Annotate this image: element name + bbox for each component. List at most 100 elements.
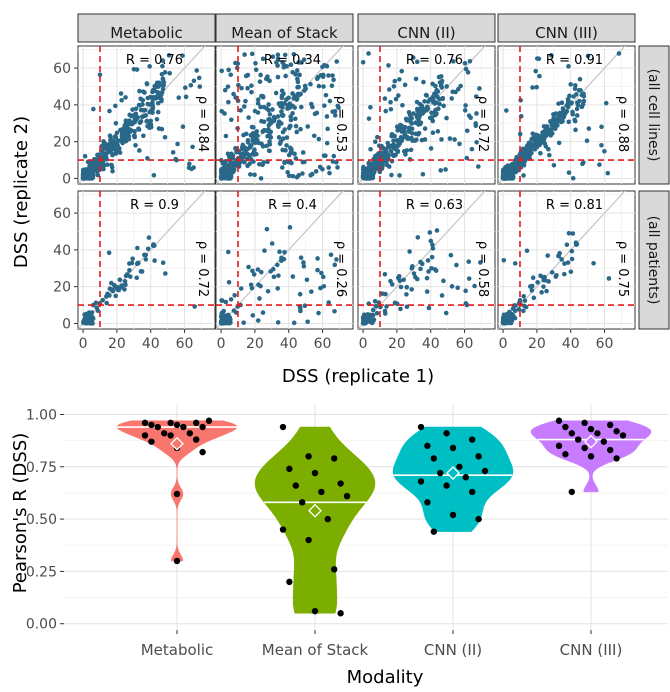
data-point bbox=[530, 85, 535, 90]
data-point bbox=[279, 423, 287, 431]
data-point bbox=[537, 73, 542, 79]
data-point bbox=[241, 150, 247, 156]
data-point bbox=[414, 137, 419, 142]
data-point bbox=[585, 53, 591, 59]
data-point bbox=[337, 480, 344, 487]
y-tick-label: 40 bbox=[53, 98, 71, 114]
data-point bbox=[414, 99, 420, 105]
data-point bbox=[605, 170, 611, 176]
facet-strip-label: Mean of Stack bbox=[231, 24, 338, 42]
data-point bbox=[551, 115, 557, 121]
data-point bbox=[466, 276, 472, 281]
data-point bbox=[84, 173, 90, 178]
data-point bbox=[607, 446, 614, 454]
data-point bbox=[302, 83, 308, 89]
data-point bbox=[285, 169, 290, 175]
data-point bbox=[241, 104, 247, 109]
data-point bbox=[521, 308, 526, 314]
data-point bbox=[271, 118, 277, 124]
x-tick-label: 0 bbox=[79, 336, 88, 352]
data-point bbox=[424, 442, 431, 450]
data-point bbox=[426, 269, 431, 274]
data-point bbox=[543, 278, 548, 283]
data-point bbox=[156, 95, 161, 100]
data-point bbox=[226, 279, 232, 285]
data-point bbox=[437, 469, 444, 477]
data-point bbox=[430, 242, 435, 248]
data-point bbox=[292, 151, 297, 157]
data-point bbox=[260, 310, 266, 315]
data-point bbox=[135, 245, 140, 251]
data-point bbox=[118, 91, 124, 96]
data-point bbox=[231, 167, 237, 173]
data-point bbox=[309, 289, 314, 294]
data-point bbox=[435, 94, 440, 100]
data-point bbox=[132, 119, 137, 125]
data-point bbox=[94, 305, 100, 311]
data-point bbox=[277, 249, 282, 255]
data-point bbox=[410, 55, 416, 60]
data-point bbox=[252, 147, 257, 152]
data-point bbox=[417, 108, 422, 114]
data-point bbox=[162, 134, 168, 140]
data-point bbox=[188, 82, 194, 88]
data-point bbox=[382, 308, 388, 314]
data-point bbox=[362, 312, 367, 318]
data-point bbox=[326, 300, 332, 305]
data-point bbox=[116, 146, 122, 151]
data-point bbox=[432, 91, 438, 97]
data-point bbox=[361, 175, 367, 181]
data-point bbox=[403, 152, 408, 157]
data-point bbox=[556, 118, 562, 123]
data-point bbox=[573, 127, 578, 133]
data-point bbox=[221, 308, 226, 314]
data-point bbox=[280, 104, 285, 110]
data-point bbox=[458, 83, 463, 89]
data-point bbox=[134, 275, 140, 281]
data-point bbox=[258, 104, 263, 110]
data-point bbox=[258, 72, 263, 78]
data-point bbox=[289, 146, 294, 152]
y-tick-label: 0.25 bbox=[26, 564, 57, 580]
data-point bbox=[587, 453, 595, 460]
data-point bbox=[513, 303, 518, 308]
data-point bbox=[255, 101, 261, 106]
data-point bbox=[324, 140, 330, 146]
data-point bbox=[108, 137, 113, 143]
data-point bbox=[551, 162, 557, 168]
data-point bbox=[284, 135, 290, 140]
pearson-r-annotation: R = 0.76 bbox=[126, 53, 183, 68]
data-point bbox=[260, 93, 266, 99]
data-point bbox=[330, 109, 335, 114]
data-point bbox=[137, 88, 142, 94]
data-point bbox=[550, 119, 555, 124]
data-point bbox=[250, 268, 255, 274]
data-point bbox=[282, 101, 287, 106]
data-point bbox=[254, 137, 260, 143]
data-point bbox=[420, 171, 426, 177]
x-tick-label: 60 bbox=[314, 336, 332, 352]
data-point bbox=[170, 150, 176, 155]
data-point bbox=[380, 151, 386, 157]
data-point bbox=[418, 266, 423, 272]
data-point bbox=[599, 124, 604, 130]
data-point bbox=[249, 51, 255, 57]
data-point bbox=[455, 285, 460, 291]
data-point bbox=[133, 111, 139, 117]
data-point bbox=[138, 119, 144, 124]
data-point bbox=[117, 150, 123, 155]
data-point bbox=[430, 246, 436, 251]
point-group bbox=[218, 225, 339, 326]
data-point bbox=[575, 102, 581, 108]
data-point bbox=[368, 319, 374, 325]
data-point bbox=[141, 432, 149, 439]
data-point bbox=[299, 499, 306, 506]
identity-line bbox=[358, 191, 486, 329]
data-point bbox=[251, 272, 257, 277]
data-point bbox=[175, 141, 180, 147]
data-point bbox=[536, 56, 542, 62]
data-point bbox=[400, 102, 405, 108]
data-point bbox=[581, 91, 586, 97]
data-point bbox=[292, 105, 297, 110]
data-point bbox=[443, 430, 450, 437]
